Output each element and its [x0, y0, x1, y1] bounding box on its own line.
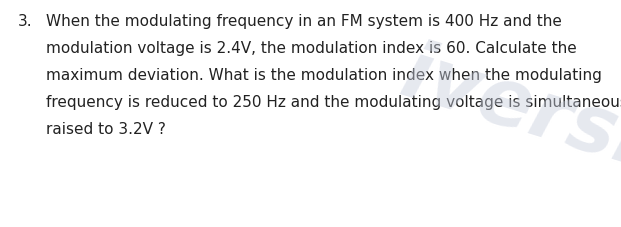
Text: raised to 3.2V ?: raised to 3.2V ?	[46, 121, 166, 136]
Text: iversity: iversity	[391, 35, 621, 209]
Text: frequency is reduced to 250 Hz and the modulating voltage is simultaneously: frequency is reduced to 250 Hz and the m…	[46, 95, 621, 109]
Text: maximum deviation. What is the modulation index when the modulating: maximum deviation. What is the modulatio…	[46, 68, 602, 83]
Text: modulation voltage is 2.4V, the modulation index is 60. Calculate the: modulation voltage is 2.4V, the modulati…	[46, 41, 577, 56]
Text: When the modulating frequency in an FM system is 400 Hz and the: When the modulating frequency in an FM s…	[46, 14, 562, 29]
Text: 3.: 3.	[18, 14, 33, 29]
